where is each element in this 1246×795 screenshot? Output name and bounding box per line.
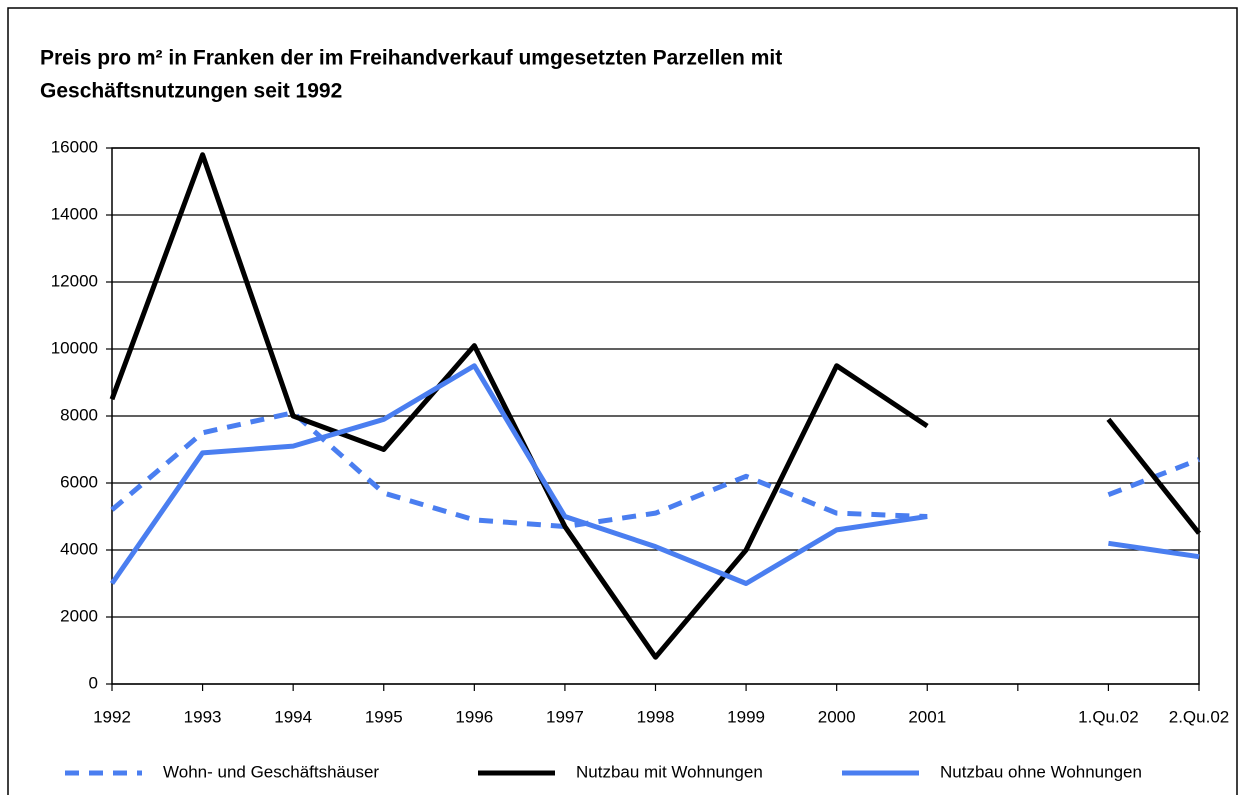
chart-title: Preis pro m² in Franken der im Freihandv… <box>40 47 782 70</box>
x-tick-label: 1999 <box>727 707 765 726</box>
legend-label: Nutzbau mit Wohnungen <box>576 762 763 781</box>
y-tick-label: 16000 <box>51 137 98 156</box>
x-tick-label: 1996 <box>455 707 493 726</box>
y-tick-label: 14000 <box>51 204 98 223</box>
y-tick-label: 12000 <box>51 271 98 290</box>
chart-frame <box>7 7 1238 795</box>
y-tick-label: 6000 <box>60 472 98 491</box>
x-tick-label: 1995 <box>365 707 403 726</box>
x-tick-label: 1993 <box>184 707 222 726</box>
series-line <box>109 152 1201 660</box>
y-tick-label: 10000 <box>51 338 98 357</box>
chart-title: Geschäftsnutzungen seit 1992 <box>40 80 342 103</box>
x-tick-label: 1.Qu.02 <box>1078 707 1139 726</box>
x-tick-label: 1992 <box>93 707 131 726</box>
y-tick-label: 2000 <box>60 606 98 625</box>
y-tick-label: 8000 <box>60 405 98 424</box>
x-tick-label: 1994 <box>274 707 312 726</box>
legend-label: Nutzbau ohne Wohnungen <box>940 762 1142 781</box>
legend-label: Wohn- und Geschäftshäuser <box>163 762 379 781</box>
x-tick-label: 1997 <box>546 707 584 726</box>
y-tick-label: 4000 <box>60 539 98 558</box>
x-tick-label: 2001 <box>908 707 946 726</box>
x-tick-label: 2.Qu.02 <box>1169 707 1230 726</box>
x-tick-label: 1998 <box>637 707 675 726</box>
y-tick-label: 0 <box>89 673 98 692</box>
x-tick-label: 2000 <box>818 707 856 726</box>
series-line <box>109 363 1200 586</box>
